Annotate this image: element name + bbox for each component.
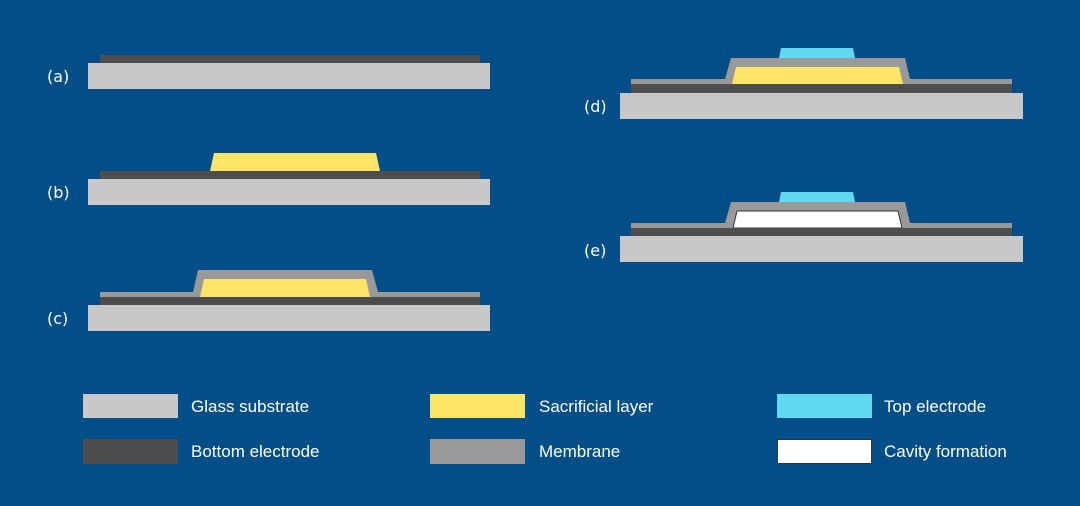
- legend-swatch: [777, 394, 872, 418]
- legend: Glass substrate Bottom electrode Sacrifi…: [83, 394, 1007, 464]
- legend-label: Bottom electrode: [191, 442, 320, 461]
- sacrificial-layer: [732, 67, 903, 84]
- legend-label: Top electrode: [884, 397, 986, 416]
- glass-substrate: [88, 179, 490, 205]
- step-a: (a): [47, 55, 490, 89]
- bottom-electrode: [631, 228, 1012, 236]
- step-label: (d): [584, 97, 607, 116]
- legend-swatch: [777, 439, 872, 464]
- step-label: (c): [47, 309, 68, 328]
- step-label: (e): [584, 241, 606, 260]
- top-electrode: [779, 48, 855, 58]
- glass-substrate: [620, 236, 1023, 262]
- legend-swatch: [83, 439, 178, 464]
- step-label: (a): [47, 67, 69, 86]
- glass-substrate: [620, 93, 1023, 119]
- glass-substrate: [88, 305, 490, 331]
- legend-item-cavity-formation: Cavity formation: [777, 439, 1007, 464]
- step-b: (b): [47, 153, 490, 205]
- bottom-electrode: [100, 297, 480, 305]
- sacrificial-layer: [200, 279, 370, 297]
- legend-swatch: [430, 394, 525, 418]
- legend-item-bottom-electrode: Bottom electrode: [83, 439, 320, 464]
- bottom-electrode: [100, 171, 480, 179]
- step-d: (d): [584, 48, 1023, 119]
- legend-label: Sacrificial layer: [539, 397, 654, 416]
- sacrificial-layer: [210, 153, 380, 171]
- step-c: (c): [47, 270, 490, 331]
- legend-swatch: [83, 394, 178, 418]
- legend-swatch: [430, 439, 525, 464]
- top-electrode: [779, 192, 855, 202]
- legend-item-sacrificial-layer: Sacrificial layer: [430, 394, 654, 418]
- step-label: (b): [47, 183, 70, 202]
- legend-item-membrane: Membrane: [430, 439, 620, 464]
- bottom-electrode: [631, 84, 1012, 93]
- legend-label: Glass substrate: [191, 397, 309, 416]
- legend-item-glass-substrate: Glass substrate: [83, 394, 309, 418]
- step-e: (e): [584, 192, 1023, 262]
- bottom-electrode: [100, 55, 480, 63]
- cavity: [732, 210, 903, 229]
- legend-label: Cavity formation: [884, 442, 1007, 461]
- glass-substrate: [88, 63, 490, 89]
- legend-label: Membrane: [539, 442, 620, 461]
- legend-item-top-electrode: Top electrode: [777, 394, 986, 418]
